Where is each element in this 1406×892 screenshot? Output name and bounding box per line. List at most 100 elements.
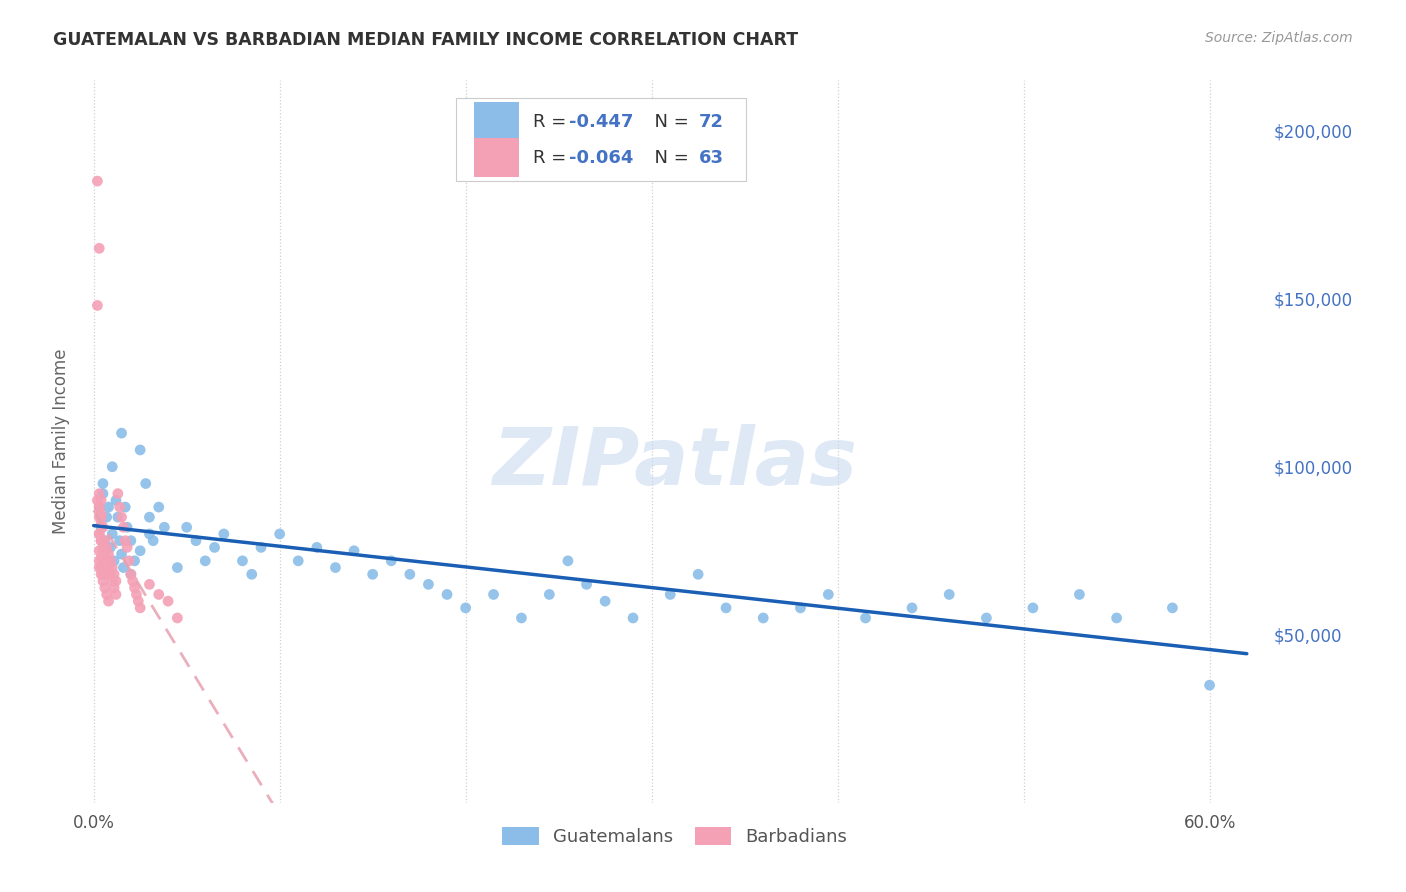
Point bbox=[97, 500, 120, 514]
Point bbox=[621, 611, 644, 625]
Text: R =: R = bbox=[533, 113, 572, 131]
Text: -0.064: -0.064 bbox=[568, 149, 633, 167]
Point bbox=[343, 543, 366, 558]
Point bbox=[166, 611, 188, 625]
Point bbox=[148, 500, 170, 514]
Point bbox=[817, 587, 839, 601]
Point bbox=[120, 567, 142, 582]
Point bbox=[89, 241, 111, 255]
Point bbox=[938, 587, 960, 601]
Point bbox=[752, 611, 775, 625]
Point bbox=[90, 493, 112, 508]
Point bbox=[90, 567, 112, 582]
Text: ZIPatlas: ZIPatlas bbox=[492, 425, 858, 502]
Point bbox=[231, 554, 253, 568]
Point bbox=[96, 541, 118, 555]
Point bbox=[157, 594, 180, 608]
Point bbox=[89, 527, 111, 541]
Point bbox=[118, 554, 141, 568]
Point bbox=[120, 567, 142, 582]
Point bbox=[101, 527, 124, 541]
Point bbox=[1198, 678, 1220, 692]
Point bbox=[129, 600, 152, 615]
Point bbox=[454, 600, 477, 615]
Point bbox=[901, 600, 924, 615]
Point bbox=[91, 543, 114, 558]
Point bbox=[90, 533, 112, 548]
Point bbox=[91, 541, 114, 555]
Point bbox=[120, 533, 142, 548]
Point bbox=[104, 574, 127, 588]
Point bbox=[112, 520, 135, 534]
Point bbox=[100, 567, 122, 582]
Point bbox=[1069, 587, 1091, 601]
Point bbox=[659, 587, 682, 601]
Point bbox=[91, 486, 114, 500]
Text: Source: ZipAtlas.com: Source: ZipAtlas.com bbox=[1205, 31, 1353, 45]
Point bbox=[361, 567, 384, 582]
Point bbox=[94, 547, 117, 561]
Point bbox=[104, 493, 127, 508]
Point bbox=[114, 500, 136, 514]
Point bbox=[436, 587, 458, 601]
Point bbox=[89, 486, 111, 500]
Point bbox=[101, 459, 124, 474]
Point bbox=[89, 543, 111, 558]
Point bbox=[142, 533, 165, 548]
Point bbox=[135, 476, 157, 491]
Point bbox=[557, 554, 579, 568]
Point bbox=[138, 527, 160, 541]
Point bbox=[89, 500, 111, 514]
Point bbox=[89, 554, 111, 568]
Point bbox=[269, 527, 291, 541]
Text: R =: R = bbox=[533, 149, 572, 167]
Point bbox=[184, 533, 207, 548]
Point bbox=[101, 560, 124, 574]
Point bbox=[305, 541, 328, 555]
Point bbox=[108, 533, 131, 548]
Point bbox=[97, 594, 120, 608]
Legend: Guatemalans, Barbadians: Guatemalans, Barbadians bbox=[494, 818, 856, 855]
Point bbox=[110, 547, 132, 561]
Point bbox=[325, 560, 347, 574]
Point bbox=[176, 520, 198, 534]
Text: 63: 63 bbox=[699, 149, 724, 167]
Point bbox=[482, 587, 505, 601]
Point bbox=[418, 577, 440, 591]
Point bbox=[112, 560, 135, 574]
Point bbox=[96, 510, 118, 524]
Point bbox=[94, 581, 117, 595]
Point bbox=[110, 510, 132, 524]
Point bbox=[138, 577, 160, 591]
Bar bbox=[474, 137, 519, 178]
Point bbox=[688, 567, 710, 582]
Point bbox=[90, 520, 112, 534]
Point bbox=[855, 611, 877, 625]
Bar bbox=[474, 103, 519, 142]
Point bbox=[91, 520, 114, 534]
Point bbox=[103, 581, 125, 595]
Point bbox=[125, 587, 148, 601]
Point bbox=[124, 581, 146, 595]
Point bbox=[94, 533, 117, 548]
Point bbox=[510, 611, 533, 625]
Point bbox=[86, 174, 108, 188]
Point bbox=[101, 574, 124, 588]
FancyBboxPatch shape bbox=[457, 98, 745, 181]
Point bbox=[90, 550, 112, 565]
Point bbox=[94, 567, 117, 582]
Point bbox=[90, 533, 112, 548]
Point bbox=[976, 611, 998, 625]
Point bbox=[121, 574, 143, 588]
Point bbox=[593, 594, 616, 608]
Point bbox=[86, 298, 108, 312]
Point bbox=[91, 476, 114, 491]
Point bbox=[89, 560, 111, 574]
Point bbox=[789, 600, 811, 615]
Point bbox=[100, 554, 122, 568]
Point bbox=[114, 533, 136, 548]
Point bbox=[398, 567, 420, 582]
Point bbox=[97, 547, 120, 561]
Text: -0.447: -0.447 bbox=[568, 113, 633, 131]
Point bbox=[127, 594, 149, 608]
